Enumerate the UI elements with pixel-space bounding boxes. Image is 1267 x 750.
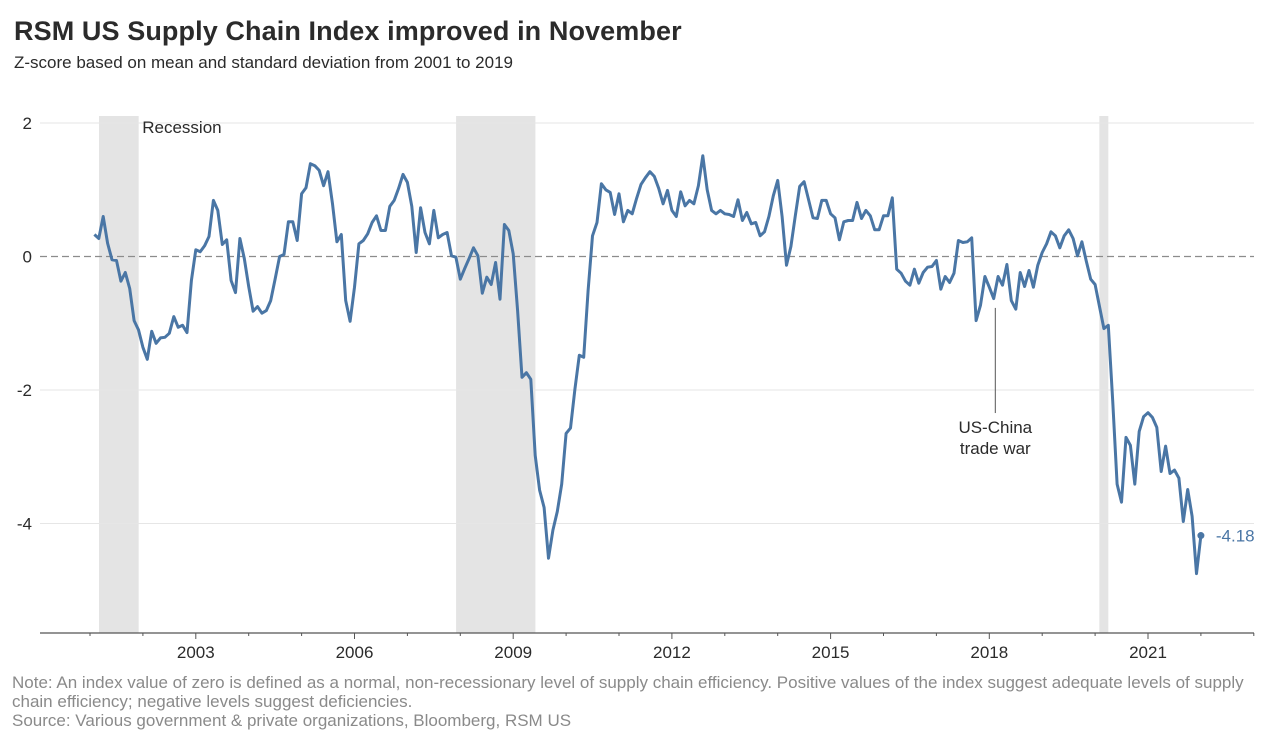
- x-tick-label: 2003: [177, 643, 215, 662]
- y-tick-label: 0: [23, 248, 32, 267]
- recession-annotation: Recession: [142, 118, 221, 137]
- y-tick-label: 2: [23, 114, 32, 133]
- x-tick-label: 2009: [494, 643, 532, 662]
- source-text: Source: Various government & private org…: [12, 711, 572, 730]
- x-tick-label: 2006: [336, 643, 374, 662]
- gridlines: [40, 122, 1254, 525]
- chart-notes: Note: An index value of zero is defined …: [12, 673, 1252, 730]
- recession-band: [1099, 116, 1109, 633]
- trade-war-annotation-line1: US-China: [958, 418, 1032, 437]
- x-tick-label: 2015: [812, 643, 850, 662]
- recession-bands: [98, 116, 1109, 633]
- series-layer: [93, 154, 1205, 576]
- x-tick-label: 2018: [970, 643, 1008, 662]
- end-point-marker: [1197, 532, 1205, 540]
- end-value-label: -4.18: [1216, 527, 1255, 546]
- y-tick-label: -2: [17, 381, 32, 400]
- recession-band: [98, 116, 139, 633]
- annotations: Recession US-China trade war: [142, 118, 1032, 458]
- chart-title: RSM US Supply Chain Index improved in No…: [14, 16, 682, 46]
- y-axis: 2 0 -2 -4: [17, 114, 32, 534]
- x-tick-label: 2012: [653, 643, 691, 662]
- series-line: [93, 154, 1203, 576]
- note-text: Note: An index value of zero is defined …: [12, 673, 1249, 711]
- y-tick-label: -4: [17, 515, 32, 534]
- trade-war-annotation-line2: trade war: [960, 439, 1031, 458]
- chart-subtitle: Z-score based on mean and standard devia…: [14, 53, 513, 72]
- x-axis: 2003 2006 2009 2012 2015 2018 2021: [40, 632, 1255, 662]
- x-tick-label: 2021: [1129, 643, 1167, 662]
